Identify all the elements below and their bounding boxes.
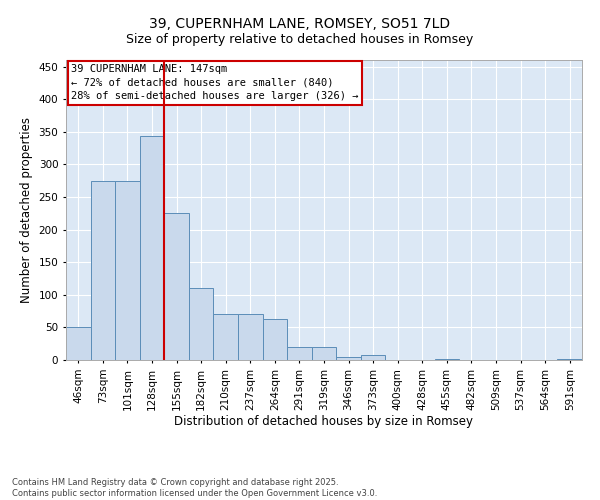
Bar: [312, 347, 336, 360]
Text: 39, CUPERNHAM LANE, ROMSEY, SO51 7LD: 39, CUPERNHAM LANE, ROMSEY, SO51 7LD: [149, 18, 451, 32]
Text: Size of property relative to detached houses in Romsey: Size of property relative to detached ho…: [127, 32, 473, 46]
Bar: [214, 314, 238, 360]
Bar: [115, 180, 140, 360]
Bar: [189, 288, 214, 360]
Text: Contains HM Land Registry data © Crown copyright and database right 2025.
Contai: Contains HM Land Registry data © Crown c…: [12, 478, 377, 498]
Bar: [557, 358, 582, 360]
Bar: [361, 356, 385, 360]
Bar: [91, 180, 115, 360]
Bar: [238, 314, 263, 360]
Bar: [140, 136, 164, 360]
Y-axis label: Number of detached properties: Number of detached properties: [20, 117, 33, 303]
Bar: [66, 328, 91, 360]
Bar: [336, 356, 361, 360]
Bar: [287, 347, 312, 360]
Bar: [164, 212, 189, 360]
Text: 39 CUPERNHAM LANE: 147sqm
← 72% of detached houses are smaller (840)
28% of semi: 39 CUPERNHAM LANE: 147sqm ← 72% of detac…: [71, 64, 359, 101]
Bar: [263, 319, 287, 360]
X-axis label: Distribution of detached houses by size in Romsey: Distribution of detached houses by size …: [175, 416, 473, 428]
